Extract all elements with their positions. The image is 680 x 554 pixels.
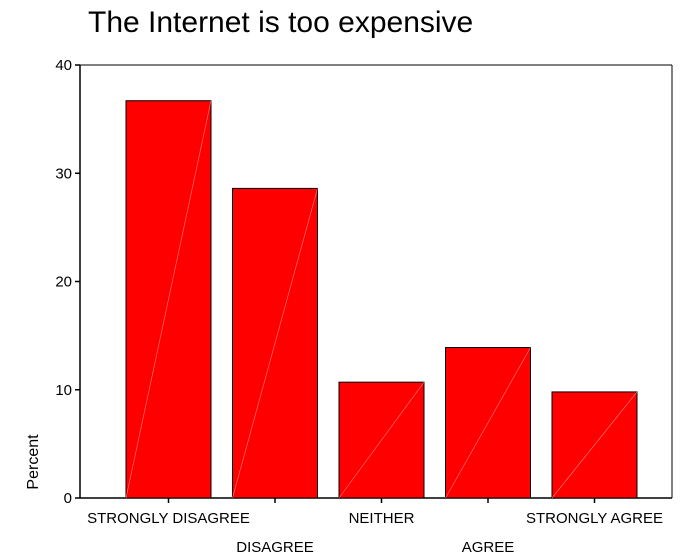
y-axis-title-group: Percent xyxy=(25,434,42,490)
bar-shading-line xyxy=(551,391,638,499)
y-tick-label: 40 xyxy=(55,57,72,74)
y-tick-label: 0 xyxy=(64,490,72,507)
y-ticks-group: 0 10 20 30 40 xyxy=(55,57,80,507)
x-ticks-group: STRONGLY DISAGREE DISAGREE NEITHER AGREE STR… xyxy=(87,498,663,554)
y-axis-title: Percent xyxy=(25,434,42,490)
y-tick-label: 20 xyxy=(55,274,72,291)
bar-shading-line xyxy=(232,188,318,499)
x-tick-label: STRONGLY AGREE xyxy=(526,510,663,527)
bars-group xyxy=(125,100,638,499)
x-tick-label: NEITHER xyxy=(349,510,415,527)
bar-shading-line xyxy=(445,347,531,499)
x-tick-label: STRONGLY DISAGREE xyxy=(87,510,250,527)
x-tick-label: AGREE xyxy=(462,539,515,554)
chart-title: The Internet is too expensive xyxy=(88,6,474,39)
y-tick-label: 30 xyxy=(55,165,72,182)
y-tick-label: 10 xyxy=(55,382,72,399)
bar-shading-line xyxy=(338,381,425,499)
bar-shading-line xyxy=(125,100,212,499)
x-tick-label: DISAGREE xyxy=(236,539,314,554)
